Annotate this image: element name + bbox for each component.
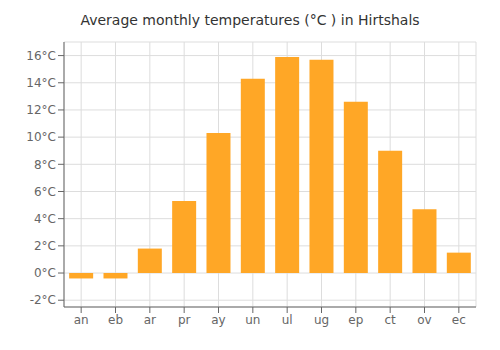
svg-text:ar: ar (144, 313, 156, 327)
svg-text:10°C: 10°C (26, 130, 56, 144)
svg-text:ul: ul (282, 313, 293, 327)
svg-text:14°C: 14°C (26, 76, 56, 90)
svg-text:an: an (74, 313, 89, 327)
svg-text:6°C: 6°C (34, 185, 56, 199)
html-text:Average monthly temperatures (: Average monthly temperatures (°C ) in Hi… (80, 12, 420, 28)
svg-text:ug: ug (314, 313, 329, 327)
svg-text:ay: ay (211, 313, 225, 327)
svg-text:12°C: 12°C (26, 103, 56, 117)
svg-text:0°C: 0°C (34, 266, 56, 280)
svg-text:2°C: 2°C (34, 239, 56, 253)
svg-text:pr: pr (178, 313, 191, 327)
svg-text:16°C: 16°C (26, 49, 56, 63)
svg-text:ep: ep (348, 313, 363, 327)
svg-text:ec: ec (452, 313, 466, 327)
svg-text:ov: ov (417, 313, 431, 327)
svg-text:ct: ct (385, 313, 397, 327)
svg-text:4°C: 4°C (34, 212, 56, 226)
svg-text:8°C: 8°C (34, 158, 56, 172)
svg-text:eb: eb (108, 313, 123, 327)
svg-text:un: un (245, 313, 260, 327)
svg-text:-2°C: -2°C (30, 293, 56, 307)
